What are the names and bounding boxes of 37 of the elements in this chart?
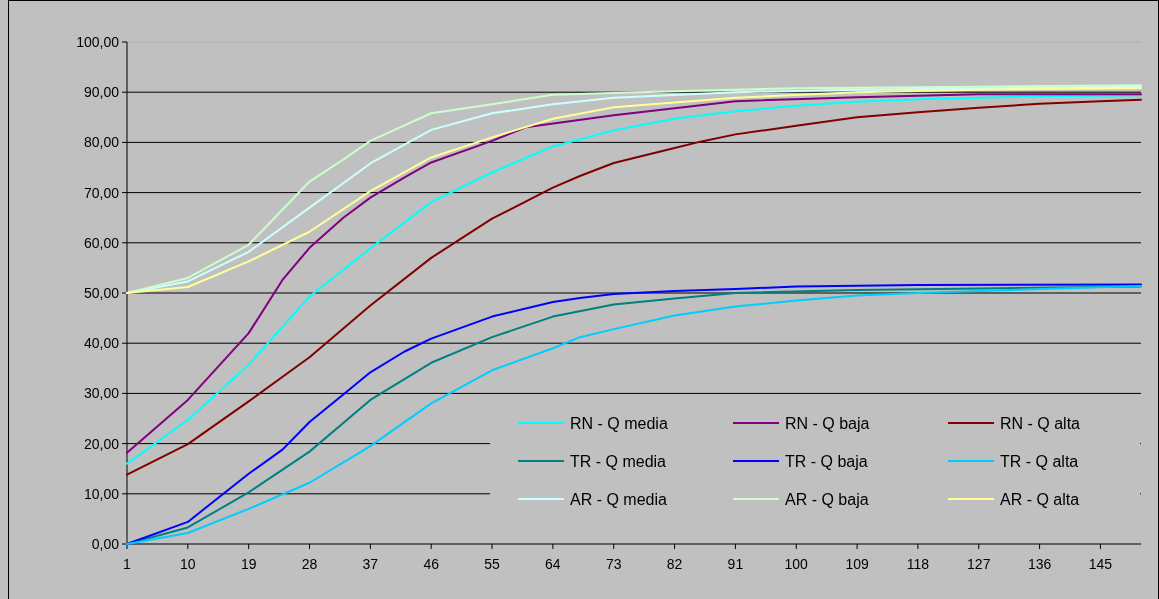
legend-label: AR - Q baja (785, 490, 869, 508)
y-tick-label: 40,00 (83, 335, 120, 352)
y-tick-label: 10,00 (83, 485, 120, 502)
y-tick-label: 50,00 (83, 284, 120, 301)
x-tick-label: 37 (362, 556, 379, 572)
x-tick-label: 82 (666, 556, 683, 572)
legend-label: TR - Q baja (785, 452, 868, 470)
y-tick-label: 90,00 (83, 84, 120, 101)
x-tick-label: 19 (240, 556, 257, 572)
legend-label: TR - Q media (570, 452, 667, 470)
x-tick-label: 136 (1027, 556, 1052, 572)
legend-label: RN - Q media (570, 414, 668, 432)
x-tick-label: 64 (545, 556, 561, 572)
y-tick-label: 100,00 (76, 33, 120, 50)
x-tick-label: 127 (967, 556, 991, 572)
x-tick-label: 28 (301, 556, 318, 572)
x-tick-label: 100 (784, 556, 809, 572)
legend-label: RN - Q baja (785, 414, 870, 432)
x-tick-label: 1 (123, 556, 132, 572)
legend-label: RN - Q alta (1000, 414, 1081, 432)
x-tick-label: 46 (423, 556, 440, 572)
legend-label: AR - Q alta (1000, 490, 1080, 508)
y-tick-label: 80,00 (83, 134, 120, 151)
x-tick-label: 91 (727, 556, 744, 572)
x-tick-label: 55 (484, 556, 501, 572)
x-tick-label: 118 (906, 556, 930, 572)
y-tick-label: 30,00 (83, 385, 120, 402)
y-tick-label: 20,00 (83, 435, 120, 452)
y-tick-label: 70,00 (83, 184, 120, 201)
y-tick-label: 0,00 (91, 535, 120, 552)
x-tick-label: 145 (1088, 556, 1113, 572)
legend-label: AR - Q media (570, 490, 668, 508)
x-tick-label: 109 (845, 556, 869, 572)
x-tick-label: 10 (180, 556, 196, 572)
y-tick-label: 60,00 (83, 234, 120, 251)
x-tick-label: 73 (605, 556, 622, 572)
legend-label: TR - Q alta (1000, 452, 1079, 470)
